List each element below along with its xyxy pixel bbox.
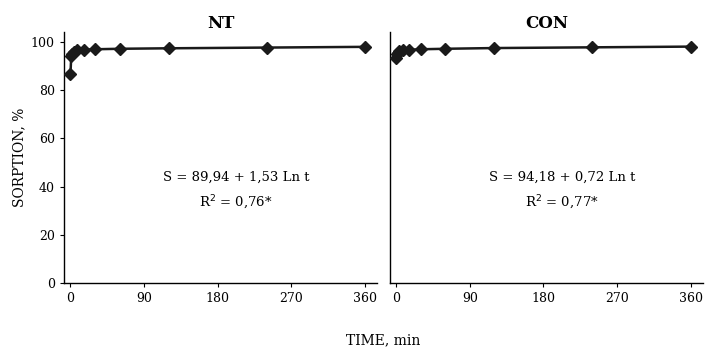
Text: R$^2$ = 0,77*: R$^2$ = 0,77* bbox=[525, 194, 599, 212]
Text: TIME, min: TIME, min bbox=[346, 333, 420, 347]
Title: CON: CON bbox=[525, 15, 568, 32]
Text: R$^2$ = 0,76*: R$^2$ = 0,76* bbox=[200, 194, 273, 212]
Text: S = 94,18 + 0,72 Ln t: S = 94,18 + 0,72 Ln t bbox=[488, 171, 635, 184]
Text: S = 89,94 + 1,53 Ln t: S = 89,94 + 1,53 Ln t bbox=[163, 171, 310, 184]
Y-axis label: SORPTION, %: SORPTION, % bbox=[13, 108, 27, 207]
Title: NT: NT bbox=[207, 15, 234, 32]
